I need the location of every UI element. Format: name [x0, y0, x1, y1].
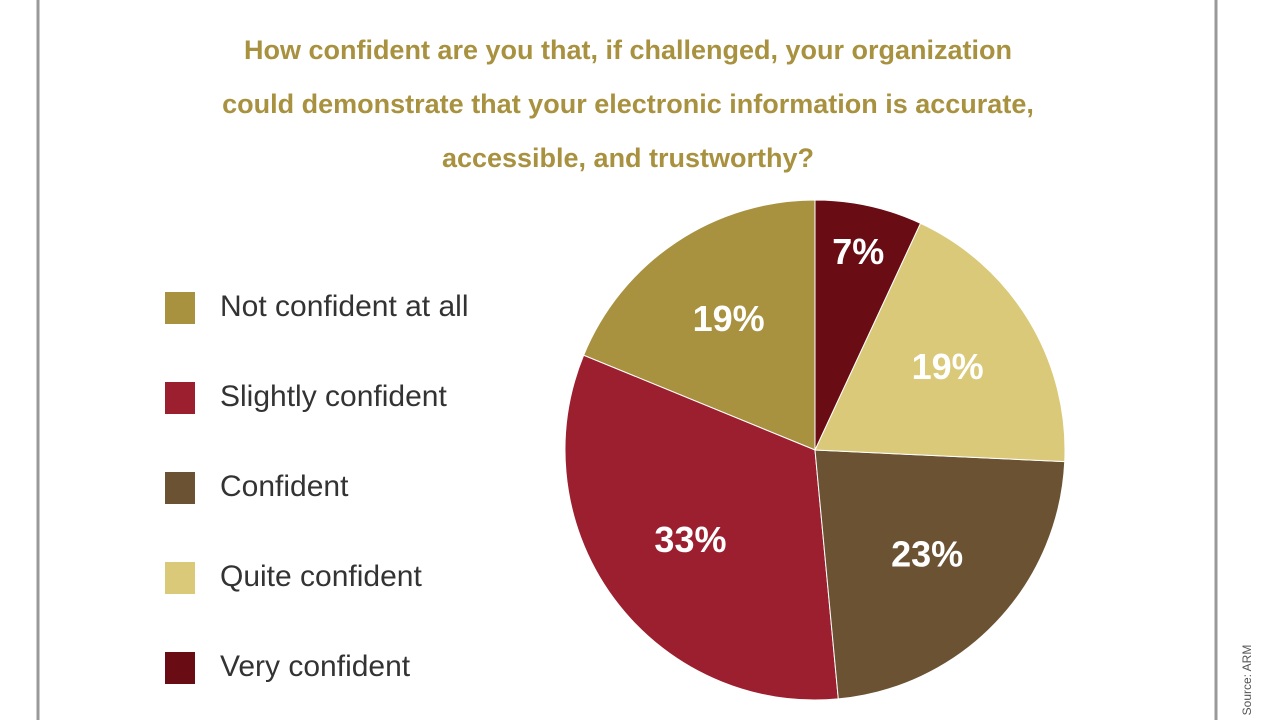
pie-slice [583, 199, 816, 451]
legend-label: Very confident [220, 650, 411, 683]
pie-slice [564, 354, 839, 701]
legend-swatch [165, 562, 195, 594]
legend-swatch [165, 652, 195, 684]
chart-title: accessible, and trustworthy? [442, 143, 814, 173]
slice-label: 23% [891, 534, 963, 575]
slice-label: 7% [832, 231, 884, 272]
pie-slice [814, 449, 1066, 700]
legend-label: Not confident at all [220, 290, 468, 323]
legend-swatch [165, 292, 195, 324]
slice-label: 19% [693, 298, 765, 339]
slice-label: 33% [654, 519, 726, 560]
legend-label: Slightly confident [220, 380, 447, 413]
chart-title: How confident are you that, if challenge… [244, 35, 1012, 65]
slice-label: 19% [912, 346, 984, 387]
legend-label: Quite confident [220, 560, 422, 593]
legend-label: Confident [220, 470, 349, 503]
pie-slice [814, 199, 922, 451]
legend-swatch [165, 472, 195, 504]
source: Source: ARM [1240, 645, 1254, 716]
pie-slice [814, 222, 1066, 463]
chart-title: could demonstrate that your electronic i… [222, 89, 1034, 119]
legend-swatch [165, 382, 195, 414]
